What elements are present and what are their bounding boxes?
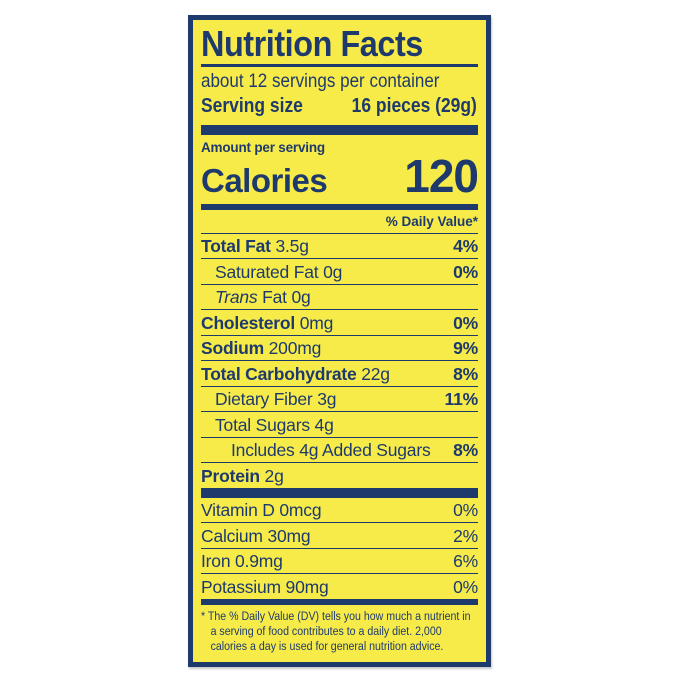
divider-medium-bar: [201, 203, 478, 210]
nutrient-daily-value: 0%: [453, 500, 478, 520]
nutrient-row: Includes 4g Added Sugars 8%: [201, 438, 478, 463]
nutrient-name: Potassium 90mg: [201, 576, 329, 597]
micronutrient-row: Iron 0.9mg 6%: [201, 549, 478, 574]
nutrient-row: Cholesterol 0mg 0%: [201, 310, 478, 336]
calories-label: Calories: [201, 161, 328, 199]
nutrient-row: Trans Fat 0g: [201, 285, 478, 310]
nutrient-name: Calcium 30mg: [201, 525, 311, 546]
nutrient-name: Includes 4g Added Sugars: [231, 440, 431, 460]
divider-medium-bar: [201, 598, 478, 605]
nutrient-row: Protein 2g: [201, 463, 478, 488]
nutrient-row: Dietary Fiber 3g 11%: [201, 387, 479, 412]
nutrient-name: Sodium 200mg: [201, 338, 322, 358]
daily-value-footnote: * The % Daily Value (DV) tells you how m…: [201, 608, 471, 654]
nutrient-daily-value: 8%: [453, 363, 478, 384]
divider-thick-bar: [201, 124, 478, 135]
servings-per-container: about 12 servings per container: [201, 69, 440, 92]
nutrient-row: Sodium 200mg 9%: [201, 336, 478, 361]
micronutrient-row: Potassium 90mg 0%: [201, 574, 478, 599]
nutrient-name: Total Fat 3.5g: [201, 236, 309, 256]
nutrient-name: Vitamin D 0mcg: [201, 500, 322, 520]
amount-per-serving-label: Amount per serving: [201, 139, 325, 155]
serving-size-label: Serving size: [201, 94, 303, 117]
nutrient-name: Saturated Fat 0g: [215, 261, 343, 282]
nutrient-daily-value: 9%: [453, 338, 478, 358]
nutrient-name: Total Sugars 4g: [215, 414, 334, 435]
nutrient-row: Total Carbohydrate 22g 8%: [201, 361, 478, 387]
nutrient-name: Dietary Fiber 3g: [215, 389, 337, 409]
nutrient-row: Total Sugars 4g: [201, 412, 478, 438]
nutrient-daily-value: 4%: [453, 236, 478, 256]
micronutrient-row: Vitamin D 0mcg 0%: [201, 498, 478, 523]
calories-value: 120: [404, 149, 479, 202]
nutrient-daily-value: 2%: [453, 525, 478, 546]
serving-size-row: Serving size 16 pieces (29g): [201, 94, 477, 119]
nutrient-daily-value: 6%: [453, 551, 478, 571]
daily-value-header: % Daily Value*: [201, 210, 478, 234]
nutrient-rows: Total Fat 3.5g 4% Saturated Fat 0g 0% Trans …: [201, 234, 478, 488]
nutrient-name: Iron 0.9mg: [201, 551, 283, 571]
nutrient-row: Saturated Fat 0g 0%: [201, 259, 478, 285]
nutrient-daily-value: 0%: [453, 312, 478, 333]
nutrient-row: Total Fat 3.5g 4%: [201, 234, 478, 259]
nutrient-name: Total Carbohydrate 22g: [201, 363, 390, 384]
nutrient-name: Cholesterol 0mg: [201, 312, 334, 333]
label-title: Nutrition Facts: [201, 23, 423, 64]
nutrient-daily-value: 0%: [453, 261, 478, 282]
micronutrient-rows: Vitamin D 0mcg 0% Calcium 30mg 2% Iron 0.9mg…: [201, 498, 478, 599]
nutrient-name: Trans Fat 0g: [215, 287, 311, 307]
calories-row: Calories 120: [201, 149, 479, 202]
divider-thick-bar: [201, 487, 478, 498]
micronutrient-row: Calcium 30mg 2%: [201, 523, 478, 549]
nutrient-daily-value: 11%: [444, 389, 479, 409]
serving-size-value: 16 pieces (29g): [351, 94, 477, 117]
title-divider: [201, 64, 478, 67]
nutrition-facts-label: Nutrition Facts about 12 servings per co…: [188, 15, 491, 667]
nutrient-daily-value: 8%: [453, 440, 478, 460]
nutrient-name: Protein 2g: [201, 465, 284, 486]
nutrient-daily-value: 0%: [453, 576, 478, 597]
